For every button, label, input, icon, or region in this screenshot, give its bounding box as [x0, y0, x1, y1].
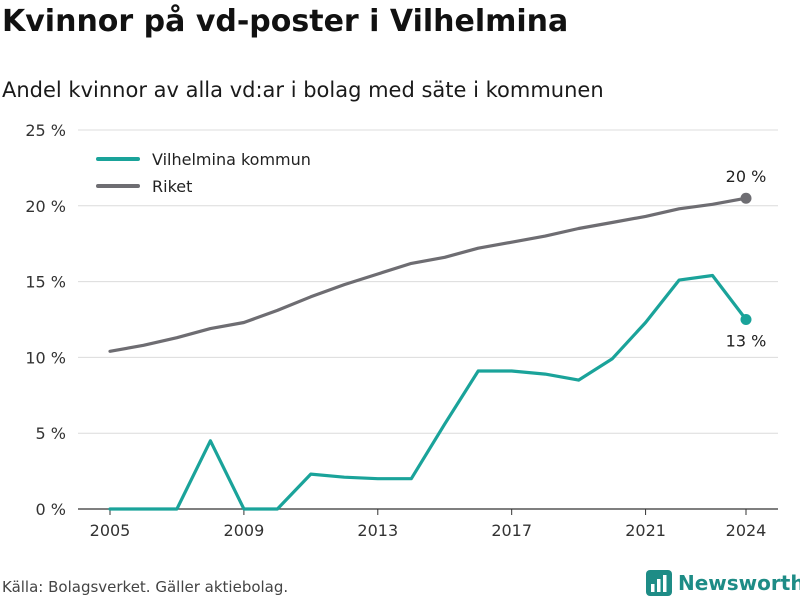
- newsworthy-logo-icon: [646, 570, 672, 596]
- legend: Vilhelmina kommun Riket: [96, 150, 311, 196]
- series-end-label: 13 %: [726, 332, 767, 351]
- y-tick-label: 25 %: [25, 121, 66, 140]
- series-line: [108, 273, 748, 511]
- x-tick-label: 2017: [491, 521, 532, 540]
- series-end-label: 20 %: [726, 167, 767, 186]
- legend-label: Riket: [152, 177, 192, 196]
- x-tick-label: 2009: [224, 521, 265, 540]
- chart-title: Kvinnor på vd-poster i Vilhelmina: [2, 4, 569, 39]
- x-axis-ticks: 2005 2009 2013 2017 2021 2024: [90, 509, 767, 540]
- x-tick-label: 2013: [357, 521, 398, 540]
- series-end-point: [740, 192, 752, 204]
- series-line: [108, 196, 748, 353]
- legend-label: Vilhelmina kommun: [152, 150, 311, 169]
- x-tick-label: 2005: [90, 521, 131, 540]
- y-tick-label: 0 %: [36, 500, 66, 519]
- series-lines: 13 % 20 %: [108, 167, 767, 511]
- source-note: Källa: Bolagsverket. Gäller aktiebolag.: [2, 578, 289, 596]
- brand-logo[interactable]: Newsworthy: [646, 570, 800, 596]
- brand-name: Newsworthy: [678, 571, 800, 595]
- y-tick-label: 10 %: [25, 348, 66, 367]
- x-tick-label: 2024: [726, 521, 767, 540]
- gridlines: 0 % 5 % 10 % 15 % 20 % 25 %: [25, 121, 778, 519]
- y-tick-label: 5 %: [36, 424, 66, 443]
- y-tick-label: 15 %: [25, 273, 66, 292]
- x-tick-label: 2021: [625, 521, 666, 540]
- chart-subtitle: Andel kvinnor av alla vd:ar i bolag med …: [2, 78, 604, 102]
- y-tick-label: 20 %: [25, 197, 66, 216]
- series-end-point: [740, 314, 752, 325]
